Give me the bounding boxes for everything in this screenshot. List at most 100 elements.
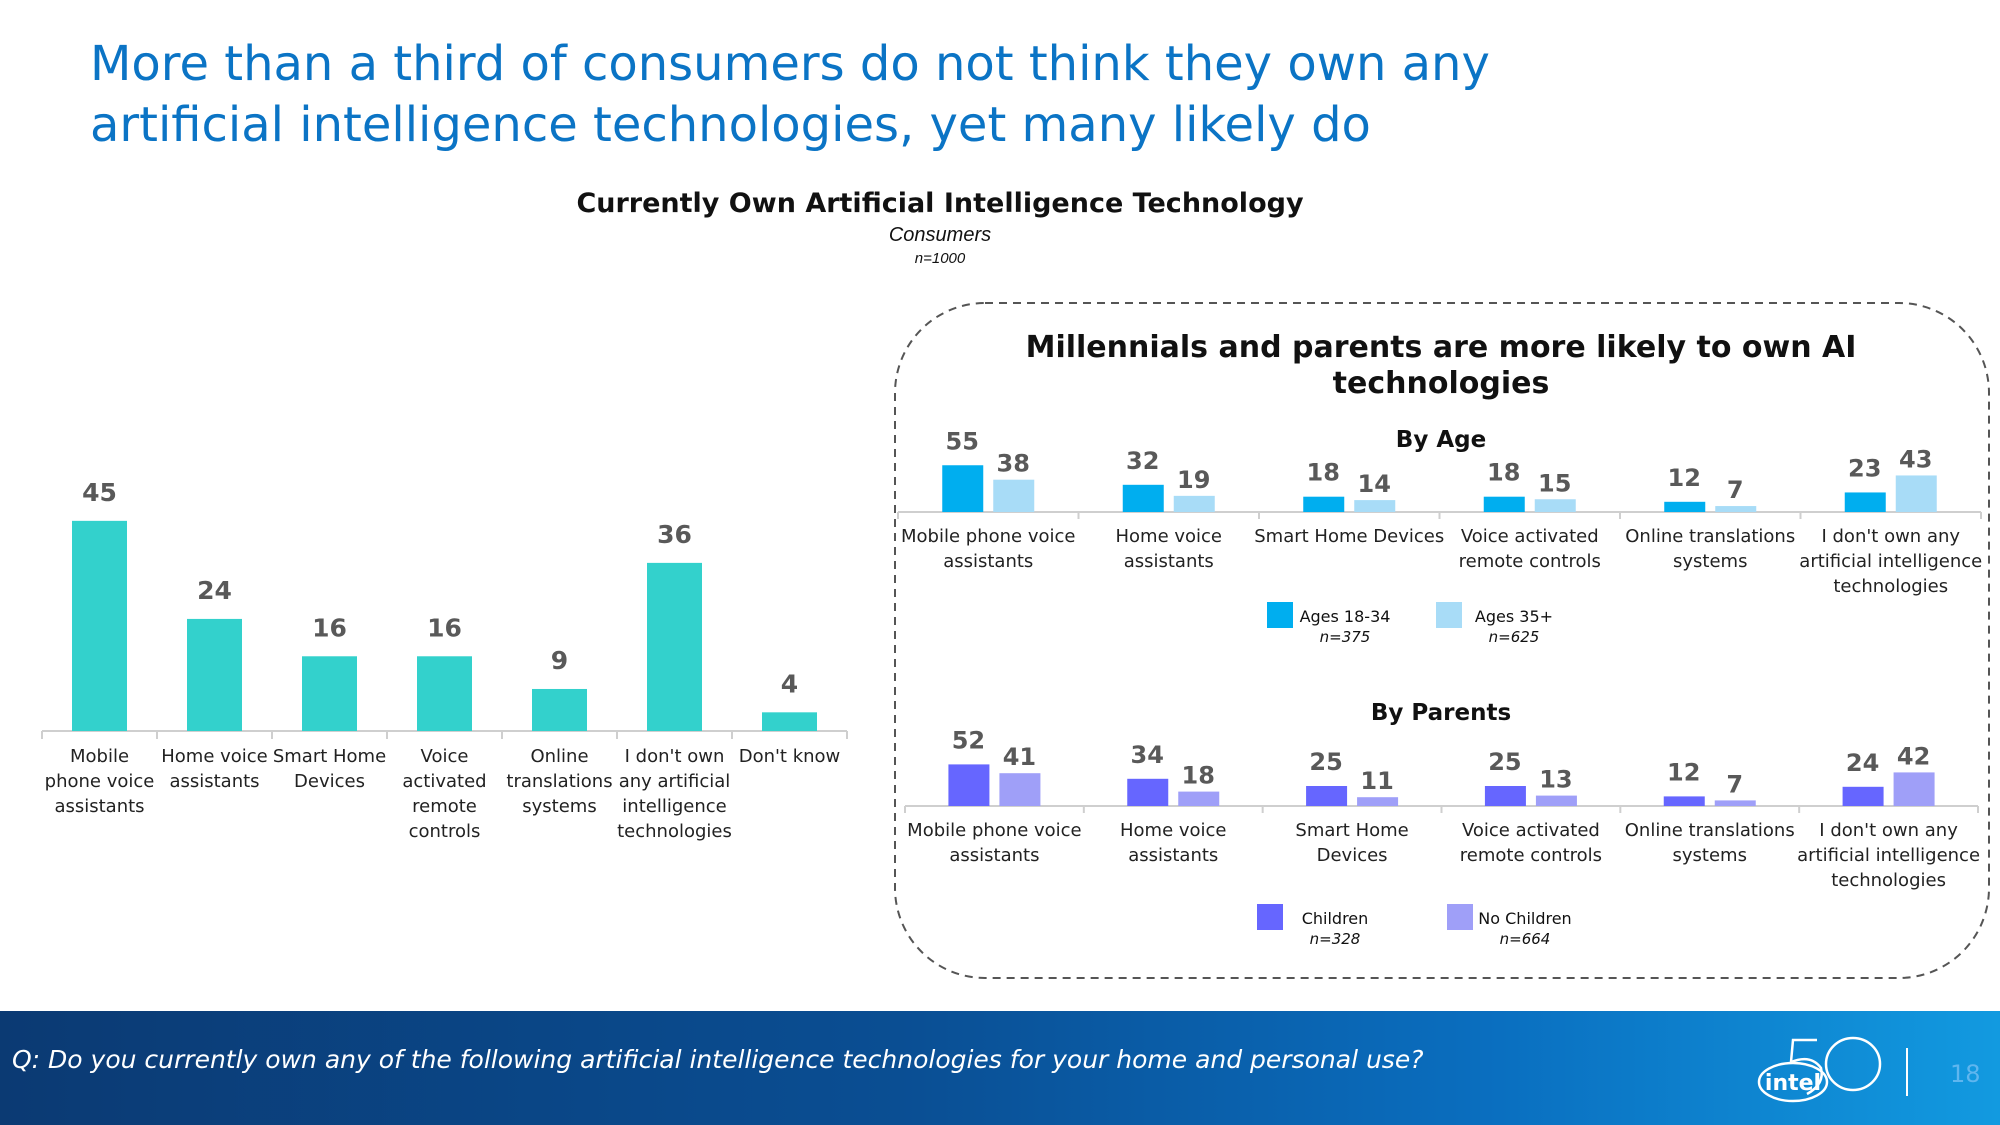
bar-value-label: 9 xyxy=(551,646,568,675)
survey-question: Q: Do you currently own any of the follo… xyxy=(12,1045,1424,1074)
callout-dashed-border xyxy=(894,302,1990,979)
bar xyxy=(1714,800,1756,806)
bar xyxy=(1715,506,1757,512)
bar-value-label: 52 xyxy=(952,726,985,754)
bar xyxy=(1127,778,1169,806)
category-label: Mobile phone voice assistants xyxy=(45,746,155,817)
legend-swatch xyxy=(1447,904,1473,930)
category-label: Smart Home Devices xyxy=(273,746,386,792)
bar-value-label: 18 xyxy=(1487,459,1520,487)
subchart-title: By Parents xyxy=(1371,700,1511,726)
category-label: Home voice assistants xyxy=(161,746,268,792)
bar-value-label: 43 xyxy=(1899,445,1932,473)
legend-sample-size: n=328 xyxy=(1310,930,1361,948)
subchart-title: By Age xyxy=(1396,427,1486,453)
footer-bar xyxy=(0,1011,2000,1125)
bar xyxy=(1895,475,1937,512)
category-label: Online translations systems xyxy=(506,746,612,817)
main-bar-chart: 45 Mobile phone voice assistants 24 Home voic… xyxy=(41,478,848,842)
legend-sample-size: n=625 xyxy=(1489,628,1540,646)
bar-value-label: 45 xyxy=(82,478,117,507)
category-label: Voice activated remote controls xyxy=(402,746,486,842)
bar-value-label: 36 xyxy=(657,520,692,549)
legend-label: No Children xyxy=(1478,909,1571,928)
legend-sample-size: n=664 xyxy=(1500,930,1551,948)
bar-value-label: 13 xyxy=(1539,766,1572,794)
legend-swatch xyxy=(1257,904,1283,930)
svg-text:intel: intel xyxy=(1765,1071,1821,1096)
category-label: Home voice assistants xyxy=(1115,526,1222,572)
bar xyxy=(302,656,357,731)
bar xyxy=(948,764,990,806)
bar-value-label: 15 xyxy=(1538,469,1571,497)
bar xyxy=(1893,772,1935,806)
bar xyxy=(993,479,1035,512)
legend-label: Children xyxy=(1302,909,1369,928)
legend-sample-size: n=375 xyxy=(1320,628,1371,646)
legend-swatch xyxy=(1267,602,1293,628)
logo-divider xyxy=(1906,1048,1908,1096)
main-chart-subtitle: Consumers xyxy=(888,224,992,246)
bar-value-label: 55 xyxy=(946,427,979,455)
bar-value-label: 25 xyxy=(1488,748,1521,776)
bar-value-label: 19 xyxy=(1177,466,1210,494)
bar-value-label: 7 xyxy=(1727,476,1744,504)
bar-value-label: 18 xyxy=(1182,762,1215,790)
bar xyxy=(72,520,127,731)
bar-value-label: 41 xyxy=(1003,743,1036,771)
bar-value-label: 16 xyxy=(312,613,347,642)
bar-value-label: 4 xyxy=(781,669,798,698)
bar-value-label: 18 xyxy=(1307,459,1340,487)
bar xyxy=(1663,796,1705,806)
bar-value-label: 34 xyxy=(1131,741,1164,769)
bar xyxy=(1844,492,1886,512)
bar xyxy=(1122,484,1164,512)
legend-swatch xyxy=(1436,602,1462,628)
bar-value-label: 16 xyxy=(427,613,462,642)
category-label: Mobile phone voice assistants xyxy=(907,820,1081,866)
bar xyxy=(1354,500,1396,512)
bar xyxy=(1534,499,1576,512)
category-label: Mobile phone voice assistants xyxy=(901,526,1075,572)
category-label: Smart Home Devices xyxy=(1295,820,1408,866)
intel-50-logo: intel xyxy=(1757,1036,1882,1103)
category-label: Voice activated remote controls xyxy=(1459,526,1601,572)
main-chart-title: Currently Own Artificial Intelligence Te… xyxy=(576,188,1304,219)
bar xyxy=(1178,791,1220,806)
bar-value-label: 12 xyxy=(1668,464,1701,492)
callout-title-line: technologies xyxy=(1333,366,1550,401)
bar-value-label: 38 xyxy=(997,450,1030,478)
callout-title: Millennials and parents are more likely … xyxy=(1026,330,1857,401)
bar xyxy=(187,618,242,731)
bar-value-label: 24 xyxy=(197,576,232,605)
bar xyxy=(942,465,984,512)
bar-value-label: 24 xyxy=(1846,749,1879,777)
legend-label: Ages 35+ xyxy=(1475,607,1553,626)
main-chart-sample-size: n=1000 xyxy=(914,250,966,267)
category-label: I don't own any artificial intelligence te… xyxy=(1797,820,1980,891)
segment-callout: Millennials and parents are more likely … xyxy=(894,302,1990,979)
bar-value-label: 12 xyxy=(1667,758,1700,786)
callout-title-line: Millennials and parents are more likely … xyxy=(1026,330,1857,365)
bar xyxy=(1306,786,1348,806)
category-label: Home voice assistants xyxy=(1120,820,1227,866)
bar xyxy=(532,688,587,731)
bar-value-label: 7 xyxy=(1726,770,1743,798)
bar xyxy=(1842,786,1884,806)
category-label: Don't know xyxy=(739,746,841,767)
bar-value-label: 32 xyxy=(1126,447,1159,475)
legend-label: Ages 18-34 xyxy=(1300,607,1391,626)
bar xyxy=(1173,495,1215,512)
category-label: Online translations systems xyxy=(1625,820,1795,866)
bar-value-label: 11 xyxy=(1360,767,1393,795)
bar xyxy=(999,773,1041,806)
bar-value-label: 42 xyxy=(1897,742,1930,770)
bar xyxy=(1483,496,1525,512)
bar xyxy=(1484,786,1526,806)
category-label: Smart Home Devices xyxy=(1254,526,1444,547)
bar xyxy=(1664,501,1706,512)
bar xyxy=(1535,795,1577,806)
bar xyxy=(417,656,472,731)
category-label: Voice activated remote controls xyxy=(1460,820,1602,866)
bar xyxy=(647,562,702,731)
